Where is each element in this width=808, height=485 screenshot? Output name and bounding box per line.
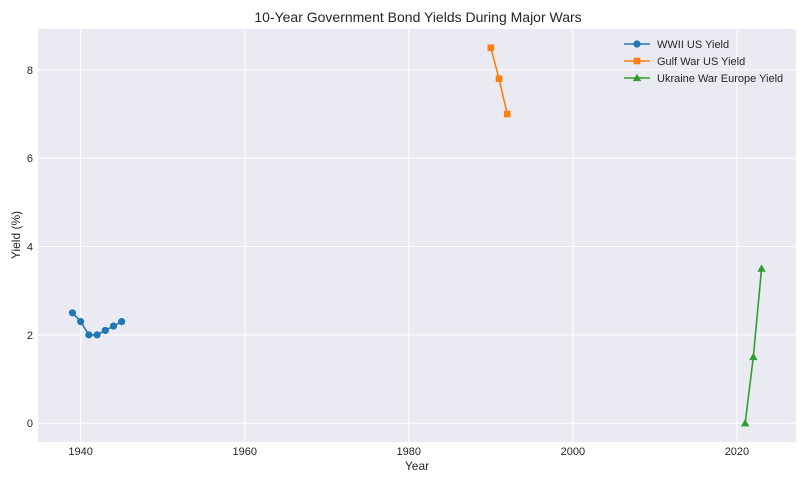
x-tick-label: 2000 [561, 446, 585, 458]
x-tick-label: 1960 [232, 446, 256, 458]
data-point [749, 352, 758, 361]
data-point [93, 331, 101, 339]
legend-marker [632, 73, 642, 82]
data-point [495, 75, 503, 82]
series-layer [68, 44, 766, 427]
grid [38, 29, 796, 442]
y-tick-label: 4 [27, 242, 33, 254]
data-point [487, 44, 495, 52]
y-tick-label: 6 [27, 153, 33, 165]
series-1 [68, 309, 126, 339]
legend-entry: Gulf War US Yield [624, 56, 745, 68]
y-axis-label: Yield (%) [9, 211, 23, 259]
legend-entry: WWII US Yield [624, 39, 729, 51]
y-tick-label: 0 [27, 418, 33, 430]
data-point [503, 110, 511, 118]
chart-title: 10-Year Government Bond Yields During Ma… [254, 9, 581, 25]
data-point [68, 309, 77, 317]
data-point [740, 419, 750, 427]
y-tick-label: 8 [27, 65, 33, 77]
axis-ticks: 1940 1960 1980 2000 2020 0 2 4 6 8 [27, 65, 749, 458]
data-point [101, 326, 109, 335]
series-3 [740, 264, 766, 427]
data-point [77, 318, 85, 326]
data-point [85, 331, 93, 339]
legend-label: WWII US Yield [657, 39, 729, 51]
plot-area [38, 29, 796, 442]
legend-marker [633, 40, 641, 48]
legend-marker [633, 57, 641, 65]
x-tick-label: 1940 [68, 446, 92, 458]
data-point [118, 318, 126, 326]
legend-label: Ukraine War Europe Yield [657, 73, 783, 85]
x-tick-label: 1980 [397, 446, 421, 458]
legend: WWII US Yield Gulf War US Yield Ukraine Wa… [624, 39, 783, 85]
series-2 [487, 44, 511, 118]
y-tick-label: 2 [27, 330, 33, 342]
x-tick-label: 2020 [725, 446, 749, 458]
x-axis-label: Year [405, 459, 429, 473]
data-point [757, 264, 766, 272]
data-point [109, 322, 118, 330]
legend-label: Gulf War US Yield [657, 56, 745, 68]
legend-entry: Ukraine War Europe Yield [624, 73, 783, 85]
